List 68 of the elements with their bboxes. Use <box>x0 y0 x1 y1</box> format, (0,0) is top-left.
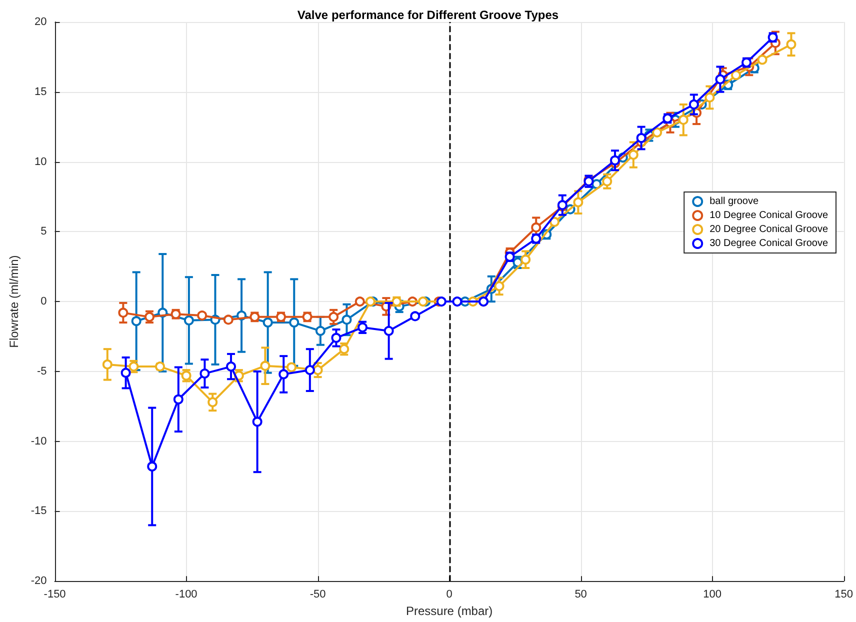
y-tick-label: 15 <box>34 86 47 98</box>
point <box>331 332 342 343</box>
y-tick-label: 20 <box>34 16 47 28</box>
point <box>260 360 270 371</box>
point <box>184 315 194 326</box>
point <box>652 127 662 138</box>
y-tick-label: -15 <box>30 505 47 518</box>
y-tick-label: 10 <box>34 156 47 168</box>
point <box>602 176 612 186</box>
point <box>452 296 462 307</box>
point <box>573 197 584 208</box>
point <box>304 365 315 376</box>
point <box>173 394 184 404</box>
x-tick-label: -150 <box>44 588 66 601</box>
x-axis-title: Pressure (mbar) <box>406 604 493 618</box>
point <box>384 326 394 336</box>
x-tick-label: 150 <box>834 588 854 601</box>
y-tick-label: 0 <box>40 296 47 308</box>
point <box>531 222 542 232</box>
point <box>278 369 289 380</box>
point <box>315 326 326 336</box>
point <box>252 416 262 427</box>
y-tick-label: -5 <box>37 365 47 378</box>
point <box>208 397 218 408</box>
point <box>520 254 531 265</box>
point <box>636 133 646 144</box>
point <box>757 54 768 65</box>
point <box>131 316 142 326</box>
point <box>102 359 112 370</box>
point <box>223 314 234 325</box>
point <box>786 39 796 50</box>
point <box>628 150 638 160</box>
x-tick-label: -50 <box>310 588 326 601</box>
x-tick-label: -100 <box>175 588 198 601</box>
point <box>328 312 339 322</box>
point <box>731 70 741 80</box>
point <box>550 216 560 227</box>
point <box>312 365 323 376</box>
point <box>147 461 158 472</box>
y-axis-title: Flowrate (ml/min) <box>7 255 21 348</box>
y-tick-label: -20 <box>30 575 47 588</box>
x-tick-label: 100 <box>703 588 722 601</box>
point <box>436 296 446 307</box>
point <box>289 318 300 328</box>
point <box>365 296 376 307</box>
point <box>354 296 365 307</box>
point <box>262 318 273 328</box>
x-tick-label: 50 <box>574 588 587 601</box>
point <box>118 308 128 318</box>
point <box>678 114 688 125</box>
point <box>226 362 236 372</box>
point <box>200 368 210 379</box>
legend-label: 20 Degree Conical Groove <box>710 224 828 235</box>
chart-title: Valve performance for Different Groove Types <box>297 8 559 22</box>
point <box>120 368 131 378</box>
point <box>197 310 208 321</box>
point <box>494 281 504 292</box>
legend-label: ball groove <box>710 196 759 207</box>
x-tick-label: 0 <box>446 588 452 601</box>
y-tick-label: 5 <box>40 226 47 238</box>
point <box>342 314 352 325</box>
y-tick-label: -10 <box>30 435 47 448</box>
point <box>704 92 715 102</box>
point <box>410 311 420 322</box>
legend-label: 10 Degree Conical Groove <box>710 210 828 221</box>
point <box>418 296 428 307</box>
point <box>610 155 620 166</box>
legend-label: 30 Degree Conical Groove <box>710 238 828 249</box>
